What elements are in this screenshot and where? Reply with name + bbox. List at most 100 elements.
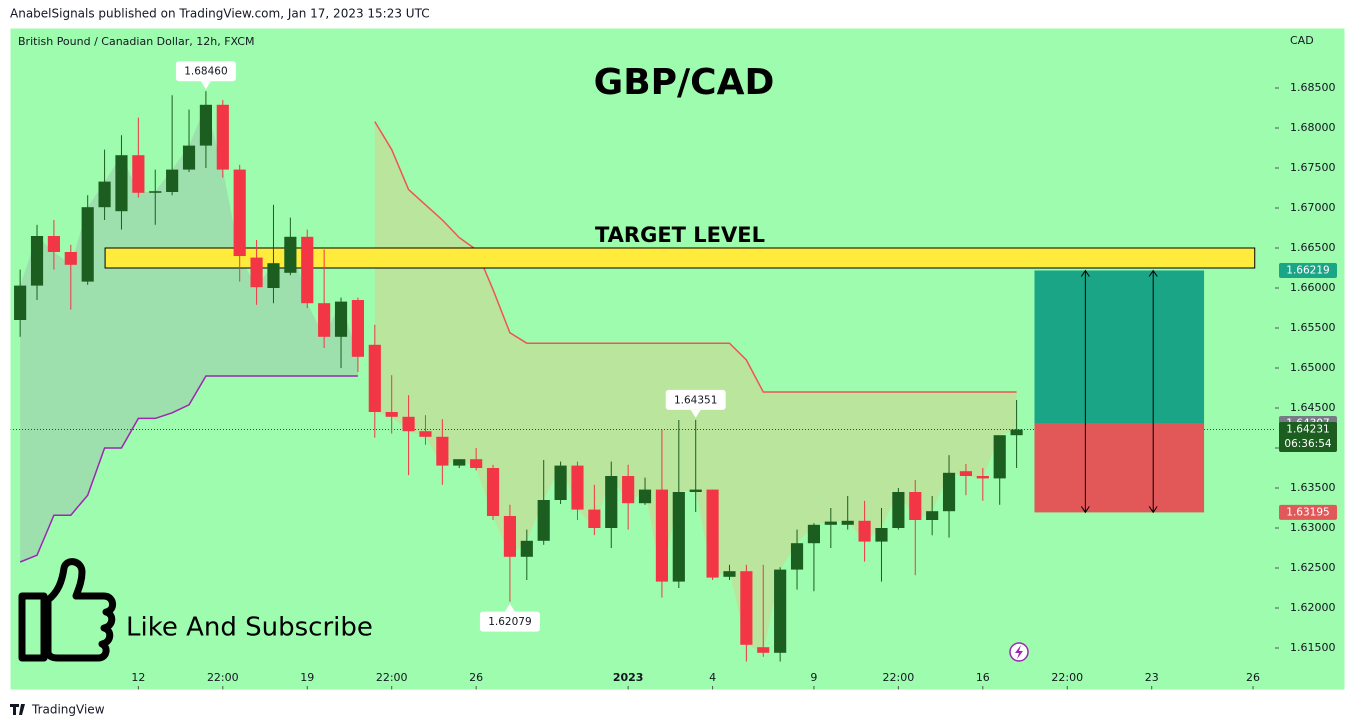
indicator-line xyxy=(19,375,358,563)
price-tag xyxy=(1279,262,1337,278)
candle-body xyxy=(30,236,44,286)
callout-label: 1.62079 xyxy=(488,616,531,628)
indicator-fill xyxy=(374,121,1017,653)
y-tick-label: 1.66500 xyxy=(1290,241,1336,254)
y-tick-label: 1.67500 xyxy=(1290,161,1336,174)
candle-body xyxy=(115,155,128,212)
candle-body xyxy=(926,511,939,520)
loss-zone xyxy=(1034,423,1205,513)
candle-body xyxy=(503,516,516,557)
x-tick-label: 22:00 xyxy=(207,671,239,684)
callout-box xyxy=(479,611,540,632)
callout-label: 1.64351 xyxy=(674,394,717,406)
chart-subtitle: British Pound / Canadian Dollar, 12h, FX… xyxy=(18,35,254,48)
candle-body xyxy=(824,521,837,525)
candle-body xyxy=(318,303,331,337)
candle-body xyxy=(790,543,804,570)
candle-body xyxy=(182,145,196,170)
x-tick-label: 9 xyxy=(810,671,817,684)
candle-body xyxy=(64,252,77,265)
candle-body xyxy=(250,257,263,288)
y-tick-label: 1.65000 xyxy=(1290,361,1336,374)
x-tick-label: 16 xyxy=(976,671,990,684)
candle-body xyxy=(689,489,702,492)
candle-body xyxy=(672,492,685,582)
candle-body xyxy=(453,459,466,466)
candle-body xyxy=(199,104,212,146)
y-tick-label: 1.67000 xyxy=(1290,201,1336,214)
candle-body xyxy=(47,236,60,252)
candle-body xyxy=(807,524,821,544)
candle-body xyxy=(588,509,601,528)
countdown-label: 06:36:54 xyxy=(1284,438,1331,450)
candle-body xyxy=(655,489,669,582)
plot xyxy=(10,91,1275,662)
candle-body xyxy=(1010,429,1023,436)
candle-body xyxy=(774,569,787,653)
candle-body xyxy=(385,412,398,417)
price-tag-label: 1.63195 xyxy=(1286,506,1329,518)
candle-body xyxy=(486,468,500,516)
candle-body xyxy=(942,472,956,512)
y-tick-label: 1.68000 xyxy=(1290,121,1336,134)
candle-body xyxy=(233,169,246,256)
candle-body xyxy=(605,476,618,528)
alert-bolt[interactable] xyxy=(1015,645,1023,659)
publisher: AnabelSignals published on TradingView.c… xyxy=(10,7,430,21)
candle-body xyxy=(351,300,364,357)
candle-body xyxy=(98,181,111,208)
candle-body xyxy=(841,520,854,525)
range-arrow xyxy=(1148,269,1158,514)
candle-body xyxy=(723,571,736,577)
price-tag-label: 1.64231 xyxy=(1286,424,1329,436)
candle-body xyxy=(14,285,27,320)
y-tick-label: 1.62500 xyxy=(1290,561,1336,574)
y-tick-label: 1.64500 xyxy=(1290,401,1336,414)
x-tick-label: 26 xyxy=(1246,671,1260,684)
candle-body xyxy=(858,520,871,542)
candle-body xyxy=(976,476,989,479)
candle-body xyxy=(757,647,770,653)
candle-body xyxy=(334,301,348,337)
candle-body xyxy=(284,236,297,273)
candle-body xyxy=(132,155,145,193)
target-zone xyxy=(104,247,1256,269)
candle-body xyxy=(622,476,635,504)
candle-body xyxy=(368,344,381,412)
x-tick-label: 22:00 xyxy=(376,671,408,684)
x-tick-label: 26 xyxy=(469,671,483,684)
candle-body xyxy=(470,459,483,468)
y-tick-label: 1.63500 xyxy=(1290,481,1336,494)
x-tick-label: 4 xyxy=(709,671,716,684)
candle-body xyxy=(571,465,584,510)
candle-body xyxy=(419,431,432,437)
callout-box xyxy=(665,389,726,410)
price-tag xyxy=(1279,504,1337,520)
candle-body xyxy=(216,104,229,170)
x-tick-label: 23 xyxy=(1145,671,1159,684)
promo-text: Like And Subscribe xyxy=(126,613,373,643)
y-tick-label: 1.63000 xyxy=(1290,521,1336,534)
x-tick-label: 2023 xyxy=(613,671,644,684)
footer-brand: TradingView xyxy=(31,703,105,717)
y-tick-label: 1.62000 xyxy=(1290,601,1336,614)
currency: CAD xyxy=(1290,34,1314,47)
candle-body xyxy=(402,416,415,432)
candle-body xyxy=(520,540,533,557)
x-tick-label: 22:00 xyxy=(883,671,915,684)
frame xyxy=(9,27,1346,691)
profit-zone xyxy=(1034,270,1205,424)
candle-body xyxy=(909,492,922,520)
x-tick-label: 12 xyxy=(131,671,145,684)
candle-body xyxy=(959,471,973,476)
candle-body xyxy=(81,207,94,282)
callout-pointer xyxy=(200,81,211,90)
alert-icon[interactable] xyxy=(1009,642,1029,662)
y-tick-label: 1.61500 xyxy=(1290,641,1336,654)
candle-body xyxy=(436,436,449,466)
price-tag xyxy=(1279,422,1337,453)
candle-body xyxy=(993,435,1006,479)
candle-body xyxy=(706,489,719,578)
thumbs-up-icon xyxy=(18,558,116,662)
